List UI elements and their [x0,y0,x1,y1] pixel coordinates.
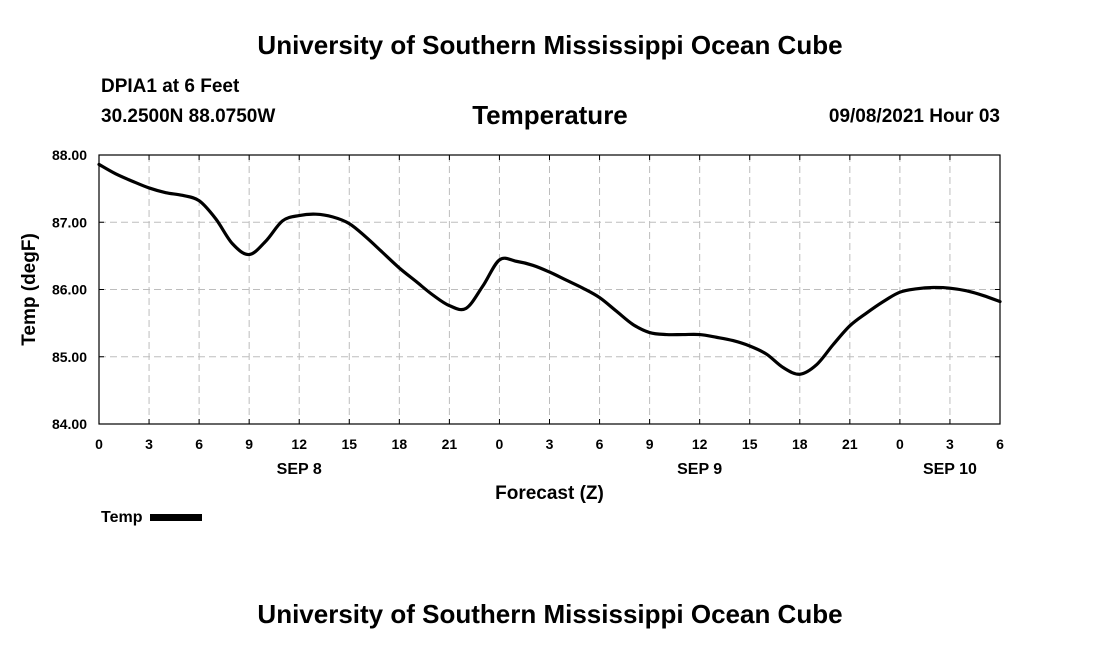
main-title-bottom: University of Southern Mississippi Ocean… [257,599,843,629]
series-line-temp [97,162,1002,376]
x-day-label: SEP 9 [677,461,722,478]
x-tick-label: 0 [95,436,103,452]
x-day-label: SEP 8 [277,461,322,478]
x-tick-label: 12 [692,436,708,452]
station-label: DPIA1 at 6 Feet [101,76,240,97]
x-tick-label: 0 [496,436,504,452]
x-tick-label: 18 [792,436,808,452]
x-tick-label: 6 [596,436,604,452]
axis-labels: 0 3 6 9 12 15 18 21 0 3 6 9 12 15 18 21 0 3 6 84.00 85.00 86.… [19,147,1004,504]
x-tick-label: 15 [742,436,758,452]
x-tick-label: 9 [646,436,654,452]
legend: Temp [101,509,203,527]
y-axis-title: Temp (degF) [19,233,40,346]
gridlines [99,155,1000,424]
y-tick-label: 88.00 [52,147,87,163]
x-axis-title: Forecast (Z) [495,483,604,504]
coordinates-label: 30.2500N 88.0750W [101,106,276,127]
x-tick-label: 21 [442,436,458,452]
x-tick-label: 21 [842,436,858,452]
x-tick-label: 6 [996,436,1004,452]
ticks [98,154,1001,425]
x-tick-label: 6 [195,436,203,452]
x-tick-label: 9 [245,436,253,452]
x-tick-label: 18 [392,436,408,452]
x-tick-label: 12 [291,436,307,452]
variable-title: Temperature [472,100,628,130]
main-title-top: University of Southern Mississippi Ocean… [257,30,843,60]
y-tick-label: 85.00 [52,349,87,365]
legend-swatch [150,514,203,522]
y-tick-label: 86.00 [52,282,87,298]
series-layer [97,162,1002,376]
y-tick-label: 87.00 [52,214,87,230]
x-tick-label: 0 [896,436,904,452]
legend-label: Temp [101,509,143,526]
x-tick-label: 3 [145,436,153,452]
forecast-datetime: 09/08/2021 Hour 03 [828,106,1000,127]
x-tick-label: 15 [341,436,357,452]
x-tick-label: 3 [546,436,554,452]
x-day-label: SEP 10 [923,461,977,478]
y-tick-label: 84.00 [52,416,87,432]
x-tick-label: 3 [946,436,954,452]
